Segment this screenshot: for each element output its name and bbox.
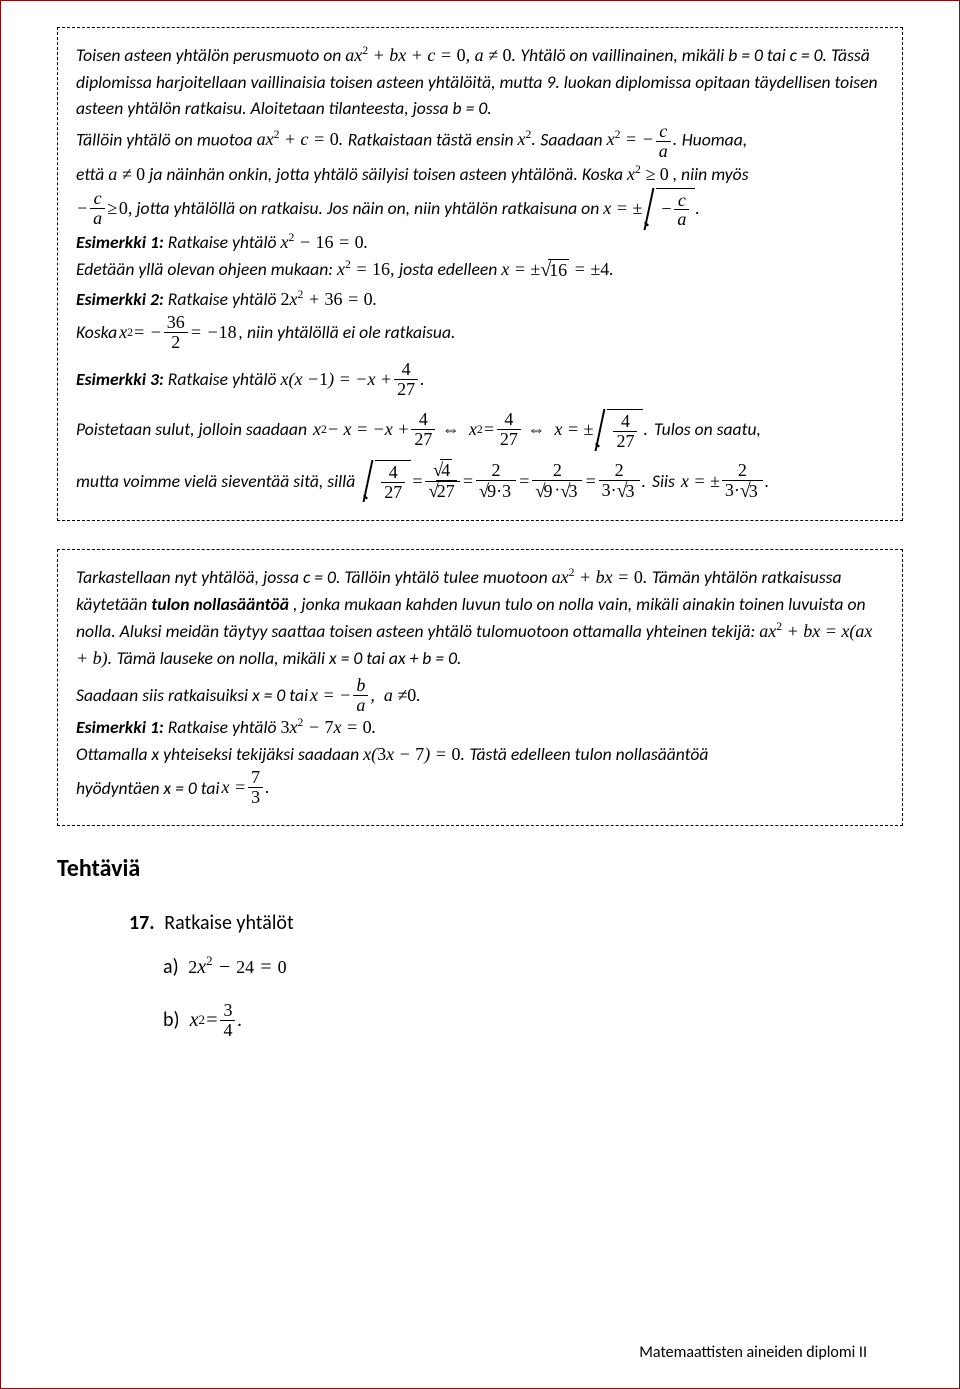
example-2-title: Esimerkki 2: Ratkaise yhtälö 2x2 + 36 = … <box>76 286 884 313</box>
math: x2 − x = −x + 427 ⇔ x2 = 427 ⇔ x = ±427. <box>313 409 648 451</box>
text: että <box>76 163 108 185</box>
text: hyödyntäen x = 0 tai <box>76 775 220 801</box>
page: Toisen asteen yhtälön perusmuoto on ax2 … <box>0 0 960 1389</box>
math-sol: x = −ba, a ≠ 0. <box>310 676 421 715</box>
text: mutta voimme vielä sieventää sitä, sillä <box>76 468 355 494</box>
math: x = ±16 = ±4. <box>501 259 613 279</box>
text-bold: Esimerkki 1: <box>76 716 164 738</box>
text: Koska <box>76 319 117 345</box>
math: 2x2 − 24 = 0 <box>183 956 286 978</box>
text: josta edelleen <box>399 258 501 280</box>
text: Tulos on saatu, <box>654 416 761 442</box>
label: a) <box>163 955 179 979</box>
math: 427 = 427 = 29·3 = 29·3 = 23·3. <box>361 460 646 502</box>
math: x = 73. <box>222 768 270 807</box>
math-x2ge0: x2 ≥ 0 <box>627 164 669 184</box>
text-bold: Esimerkki 2: <box>76 288 164 310</box>
text: Siis <box>652 468 675 494</box>
task-17a: a) 2x2 − 24 = 0 <box>163 953 903 979</box>
text: jotta yhtälöllä on ratkaisu. Jos näin on… <box>136 195 599 221</box>
task-number: 17. <box>129 911 155 935</box>
para: −ca ≥ 0, jotta yhtälöllä on ratkaisu. Jo… <box>76 188 884 230</box>
para: Tällöin yhtälö on muotoa ax2 + c = 0. Ra… <box>76 122 884 161</box>
example-1-line: Edetään yllä olevan ohjeen mukaan: x2 = … <box>76 256 884 286</box>
text: Tarkastellaan nyt yhtälöä, jossa c = 0. … <box>76 566 552 588</box>
task-17b: b) x2 = 34. <box>163 1001 903 1040</box>
example-3-line1: Poistetaan sulut, jolloin saadaan x2 − x… <box>76 409 884 451</box>
task-17: 17. Ratkaise yhtälöt a) 2x2 − 24 = 0 b) … <box>129 911 903 1040</box>
text: Ratkaise yhtälö <box>168 366 277 392</box>
text: Tästä edelleen tulon nollasääntöä <box>469 743 708 765</box>
example-2-line: Koska x2 = −362 = −18 , niin yhtälöllä e… <box>76 313 884 352</box>
text: Saadaan <box>540 128 606 150</box>
para: Ottamalla x yhteiseksi tekijäksi saadaan… <box>76 741 884 768</box>
para: Saadaan siis ratkaisuiksi x = 0 tai x = … <box>76 676 884 715</box>
text: Ratkaise yhtälö <box>168 231 281 253</box>
label: b) <box>163 1008 180 1032</box>
math: x = ± 23·3. <box>681 461 769 502</box>
math: x2 = 34. <box>190 1001 243 1040</box>
theory-box-2: Tarkastellaan nyt yhtälöä, jossa c = 0. … <box>57 549 903 826</box>
text: Ratkaise yhtälö <box>168 716 281 738</box>
math-sol-sqrt: x = ± −ca. <box>603 188 700 230</box>
text: Tämä lauseke on nolla, mikäli x = 0 tai … <box>117 647 462 669</box>
math-ane0: a ≠ 0 <box>108 164 145 184</box>
text: Edetään yllä olevan ohjeen mukaan: <box>76 258 337 280</box>
text: Ottamalla x yhteiseksi tekijäksi saadaan <box>76 743 363 765</box>
math-negca-ge0: −ca ≥ 0, <box>76 189 132 228</box>
math-general-form: ax2 + bx + c = 0, a ≠ 0. <box>345 45 520 65</box>
bold-term: tulon nollasääntöä <box>151 593 289 615</box>
example-3-line2: mutta voimme vielä sieventää sitä, sillä… <box>76 460 884 502</box>
math: 3x2 − 7x = 0. <box>280 717 376 737</box>
para: että a ≠ 0 ja näinhän onkin, jotta yhtäl… <box>76 161 884 188</box>
math-x2-eq: x2 = −ca. <box>607 129 682 149</box>
example-3-title: Esimerkki 3: Ratkaise yhtälö x(x − 1) = … <box>76 360 884 399</box>
math-es1-eq: x2 − 16 = 0. <box>280 232 368 252</box>
text-bold: Esimerkki 1: <box>76 231 164 253</box>
text: ja näinhän onkin, jotta yhtälö säilyisi … <box>149 163 627 185</box>
math-b0: ax2 + c = 0. <box>257 129 348 149</box>
text: , niin myös <box>673 163 749 185</box>
text: Tällöin yhtälö on muotoa <box>76 128 257 150</box>
text: Poistetaan sulut, jolloin saadaan <box>76 416 307 442</box>
math: x2 = −362 = −18 <box>119 313 236 352</box>
math-c0: ax2 + bx = 0. <box>552 567 652 587</box>
task-text: Ratkaise yhtälöt <box>164 911 293 935</box>
text: Toisen asteen yhtälön perusmuoto on <box>76 44 345 66</box>
example-1-title: Esimerkki 1: Ratkaise yhtälö x2 − 16 = 0… <box>76 229 884 256</box>
text: Ratkaistaan tästä ensin <box>348 128 518 150</box>
math-es2-eq: 2x2 + 36 = 0. <box>280 289 377 309</box>
theory-box-1: Toisen asteen yhtälön perusmuoto on ax2 … <box>57 27 903 521</box>
math-x2: x2. <box>518 129 541 149</box>
text: Huomaa, <box>682 128 747 150</box>
text: , niin yhtälöllä ei ole ratkaisua. <box>239 319 456 345</box>
math: x2 = 16, <box>337 259 399 279</box>
math: x(3x − 7) = 0. <box>363 744 469 764</box>
para: Tarkastellaan nyt yhtälöä, jossa c = 0. … <box>76 564 884 671</box>
para: hyödyntäen x = 0 tai x = 73. <box>76 768 884 807</box>
footer-text: Matemaattisten aineiden diplomi II <box>639 1343 867 1362</box>
tasks-heading: Tehtäviä <box>57 854 903 883</box>
math-es3-eq: x(x − 1) = −x + 427. <box>281 360 425 399</box>
para: Toisen asteen yhtälön perusmuoto on ax2 … <box>76 42 884 122</box>
text-bold: Esimerkki 3: <box>76 366 164 392</box>
text: Saadaan siis ratkaisuiksi x = 0 tai <box>76 682 308 708</box>
text: Ratkaise yhtälö <box>168 288 281 310</box>
example-1-title: Esimerkki 1: Ratkaise yhtälö 3x2 − 7x = … <box>76 714 884 741</box>
